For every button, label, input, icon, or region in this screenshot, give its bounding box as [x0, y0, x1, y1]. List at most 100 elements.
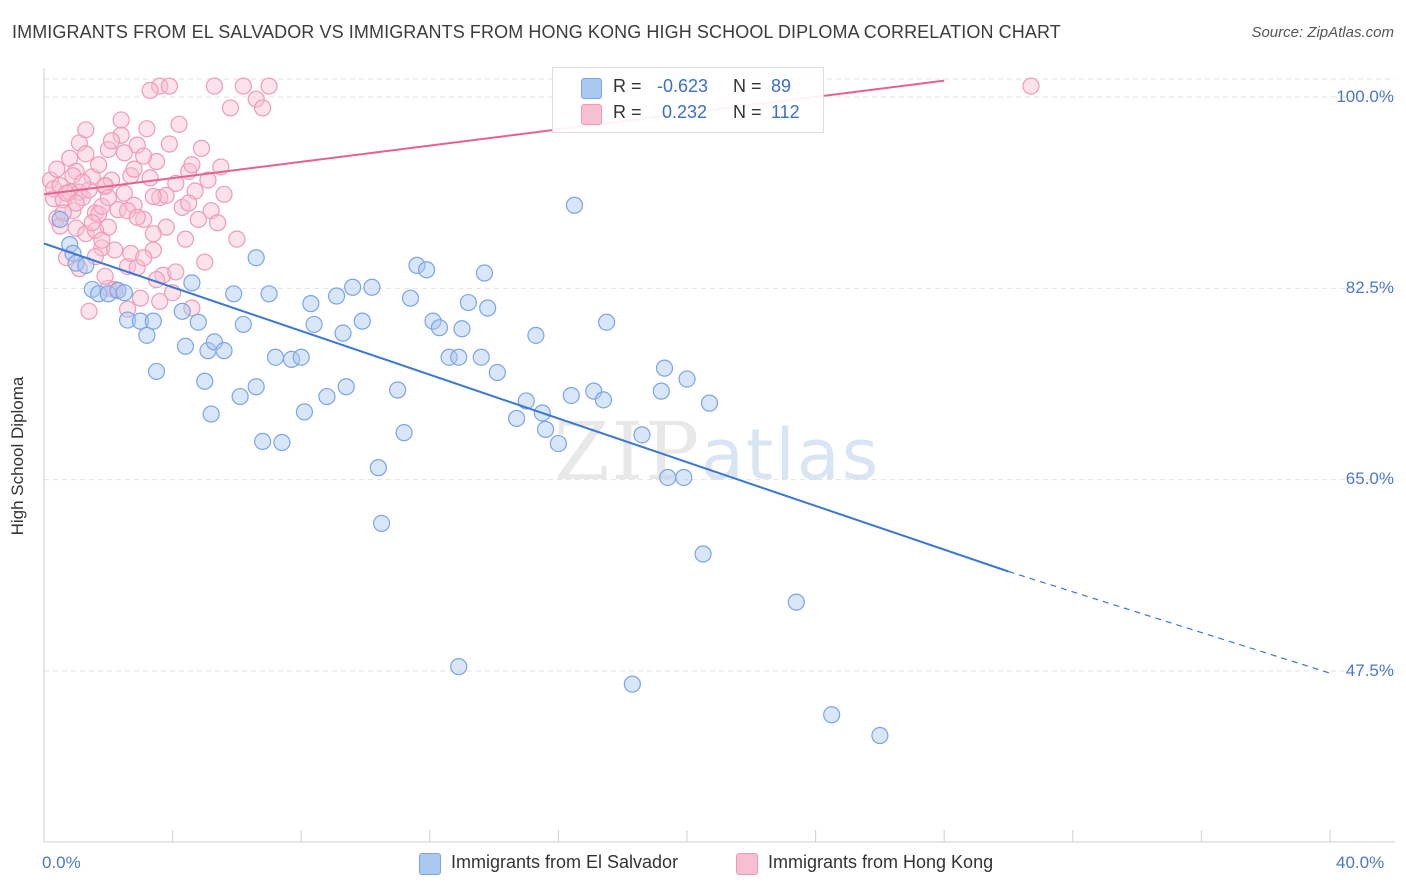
data-point-el-salvador: [176, 337, 195, 355]
data-point-hong-kong: [147, 152, 166, 171]
data-point-el-salvador: [147, 362, 166, 381]
data-point-el-salvador: [430, 319, 449, 337]
trend-line-el-salvador-extrapolated: [1008, 570, 1331, 674]
data-point-el-salvador: [266, 348, 285, 366]
data-point-hong-kong: [141, 81, 159, 100]
legend-n-label: N =: [733, 76, 762, 96]
data-point-el-salvador: [292, 348, 310, 366]
data-point-hong-kong: [167, 174, 185, 192]
data-point-el-salvador: [205, 333, 223, 351]
legend-r-label: R =: [613, 76, 642, 96]
data-point-el-salvador: [51, 210, 69, 229]
data-point-hong-kong: [99, 188, 117, 207]
data-point-el-salvador: [344, 278, 362, 296]
data-point-hong-kong: [192, 139, 211, 157]
data-point-el-salvador: [472, 348, 490, 366]
legend-swatch-pink: [736, 853, 758, 875]
data-point-el-salvador: [254, 432, 272, 450]
data-point-el-salvador: [678, 370, 696, 388]
data-point-el-salvador: [247, 249, 265, 267]
data-point-hong-kong: [176, 230, 195, 248]
data-point-hong-kong: [125, 160, 143, 178]
data-point-hong-kong: [157, 186, 175, 204]
data-point-el-salvador: [633, 426, 651, 444]
data-point-el-salvador: [475, 264, 494, 282]
legend-swatch-pink: [581, 104, 602, 125]
data-point-hong-kong: [112, 126, 130, 144]
data-point-hong-kong: [221, 99, 240, 117]
data-point-el-salvador: [623, 675, 641, 693]
data-point-el-salvador: [453, 320, 471, 338]
data-point-el-salvador: [508, 409, 526, 428]
data-point-hong-kong: [228, 230, 246, 248]
data-point-hong-kong: [170, 115, 188, 133]
data-point-hong-kong: [151, 77, 169, 95]
data-point-hong-kong: [1022, 77, 1040, 95]
axes: [43, 68, 1395, 843]
y-tick-label: 47.5%: [1345, 661, 1394, 680]
data-point-hong-kong: [160, 135, 178, 153]
data-point-hong-kong: [196, 253, 214, 271]
legend-r-value: -0.623: [657, 76, 709, 96]
data-point-el-salvador: [787, 593, 805, 611]
data-point-el-salvador: [109, 281, 127, 300]
data-point-el-salvador: [565, 196, 584, 214]
data-point-el-salvador: [302, 295, 320, 313]
data-point-el-salvador: [585, 382, 603, 400]
data-point-hong-kong: [106, 241, 124, 259]
y-tick-label: 82.5%: [1345, 278, 1394, 297]
legend-series-label: Immigrants from El Salvador: [451, 852, 679, 872]
data-point-el-salvador: [327, 287, 346, 305]
legend-swatch-blue: [581, 78, 602, 99]
data-point-hong-kong: [247, 90, 265, 108]
zipatlas-watermark: ZIPatlas: [554, 405, 880, 498]
data-point-el-salvador: [295, 403, 314, 421]
x-tick-label-max: 40.0%: [1336, 853, 1385, 872]
data-point-hong-kong: [141, 169, 159, 187]
data-point-el-salvador: [389, 381, 407, 399]
legend-n-label: N =: [733, 102, 762, 122]
legend-n-value: 112: [771, 102, 800, 122]
data-point-hong-kong: [167, 263, 185, 281]
data-point-hong-kong: [205, 77, 223, 95]
data-point-hong-kong: [90, 156, 108, 174]
data-point-el-salvador: [655, 359, 674, 377]
data-point-hong-kong: [115, 144, 133, 162]
data-point-hong-kong: [183, 299, 201, 317]
data-point-el-salvador: [536, 420, 555, 438]
data-point-el-salvador: [225, 285, 243, 303]
data-point-hong-kong: [67, 219, 85, 237]
data-point-el-salvador: [337, 378, 355, 396]
data-point-el-salvador: [334, 324, 352, 342]
data-point-el-salvador: [90, 285, 108, 303]
data-point-hong-kong: [209, 214, 227, 232]
data-point-el-salvador: [273, 433, 291, 452]
data-point-hong-kong: [189, 210, 207, 229]
data-point-hong-kong: [135, 249, 153, 267]
data-point-hong-kong: [131, 289, 150, 307]
data-point-el-salvador: [871, 726, 889, 745]
data-point-el-salvador: [305, 315, 323, 334]
data-point-el-salvador: [363, 278, 381, 296]
data-point-el-salvador: [823, 706, 841, 724]
y-tick-label: 65.0%: [1345, 469, 1394, 488]
data-point-el-salvador: [450, 348, 468, 366]
data-point-hong-kong: [215, 185, 233, 203]
data-point-hong-kong: [160, 77, 178, 95]
data-point-hong-kong: [254, 99, 272, 117]
data-point-hong-kong: [183, 156, 201, 174]
data-point-hong-kong: [67, 194, 85, 212]
data-point-el-salvador: [231, 387, 249, 406]
data-point-el-salvador: [440, 348, 458, 366]
y-tick-label: 100.0%: [1336, 87, 1394, 106]
data-point-el-salvador: [562, 386, 580, 405]
data-point-el-salvador: [659, 468, 677, 487]
data-point-el-salvador: [138, 326, 156, 344]
data-point-el-salvador: [401, 289, 420, 307]
data-point-el-salvador: [517, 392, 535, 410]
data-point-hong-kong: [151, 292, 169, 311]
data-point-el-salvador: [144, 312, 162, 330]
data-point-hong-kong: [144, 187, 162, 206]
data-point-el-salvador: [527, 326, 545, 344]
